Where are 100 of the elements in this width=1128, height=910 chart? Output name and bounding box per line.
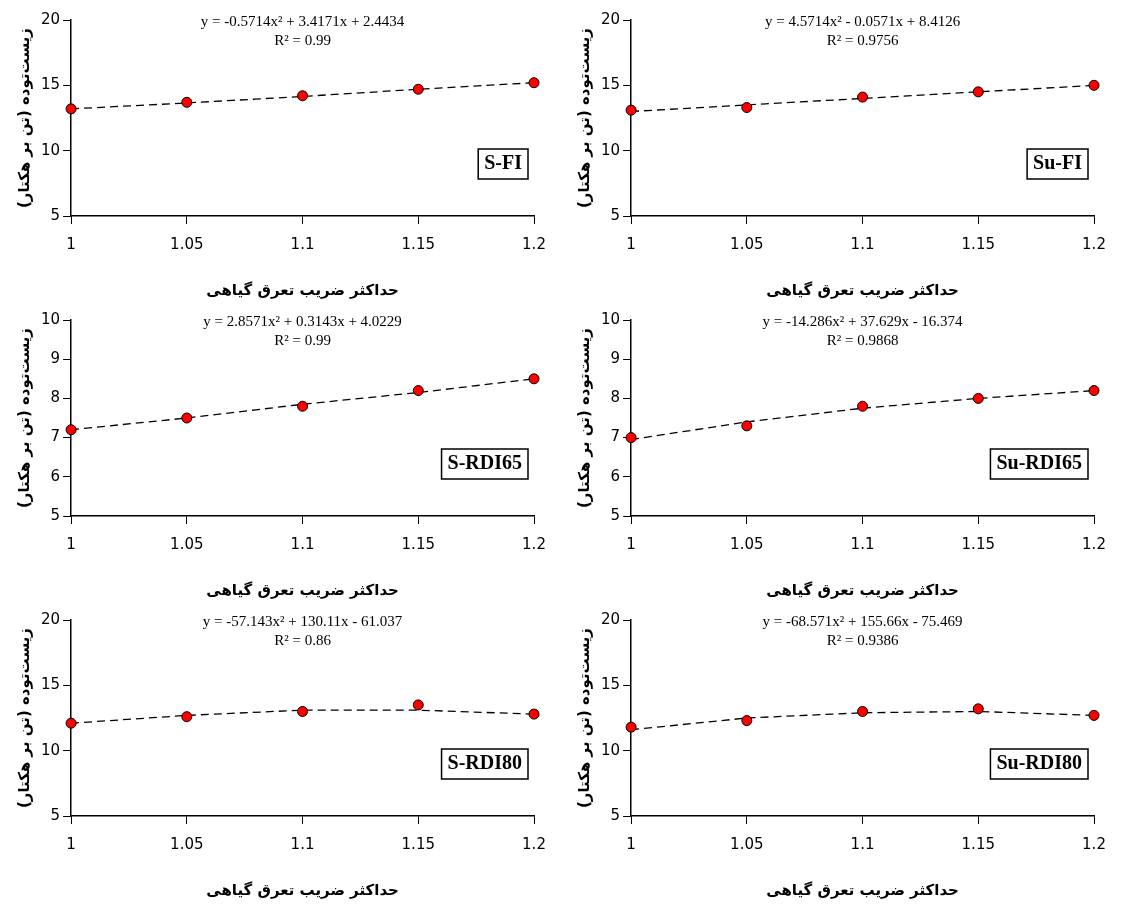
x-axis-title: حداکثر ضریب تعرق گیاهی (206, 280, 399, 299)
point (1088, 79, 1100, 91)
y-tick-label: 6 (50, 466, 61, 485)
y-axis-title: زیست‌توده (تن بر هکتار) (14, 328, 33, 508)
y-tick-label: 5 (610, 505, 621, 524)
y-tick-label: 15 (40, 75, 61, 94)
point (297, 400, 309, 412)
point (412, 699, 424, 711)
x-axis-title: حداکثر ضریب تعرق گیاهی (766, 280, 959, 299)
point (625, 432, 637, 444)
y-tick-label: 20 (40, 609, 61, 628)
y-axis-title: زیست‌توده (تن بر هکتار) (14, 28, 33, 208)
point (1088, 385, 1100, 397)
annotation: R² = 0.99 (274, 331, 331, 348)
x-tick-label: 1 (66, 834, 76, 853)
x-tick-label: 1.1 (850, 234, 875, 253)
x-axis-title: حداکثر ضریب تعرق گیاهی (206, 580, 399, 599)
x-tick-label: 1.15 (961, 234, 995, 253)
y-tick-label: 10 (40, 740, 61, 759)
point (65, 424, 77, 436)
y-tick-label: 7 (50, 427, 61, 446)
point (741, 102, 753, 114)
y-tick-label: 10 (40, 309, 61, 328)
y-tick-label: 9 (50, 349, 61, 368)
x-tick-label: 1.05 (730, 534, 764, 553)
annotation: y = -14.286x² + 37.629x - 16.374 (762, 312, 964, 329)
point (412, 83, 424, 95)
annotation: Su-RDI65 (996, 451, 1082, 474)
annotation: y = 2.8571x² + 0.3143x + 4.0229 (203, 312, 402, 329)
y-tick-label: 8 (610, 388, 621, 407)
x-tick-label: 1 (66, 234, 76, 253)
annotation: Su-FI (1033, 151, 1083, 174)
y-tick-label: 9 (610, 349, 621, 368)
x-tick-label: 1 (626, 234, 636, 253)
x-tick-label: 1.1 (290, 834, 315, 853)
x-tick-label: 1.05 (730, 234, 764, 253)
y-tick-label: 10 (600, 140, 621, 159)
y-tick-label: 15 (600, 675, 621, 694)
x-tick-label: 1.2 (1082, 834, 1106, 853)
annotation: y = 4.5714x² - 0.0571x + 8.4126 (764, 12, 961, 29)
annotation: R² = 0.9756 (826, 31, 899, 48)
point (297, 705, 309, 717)
x-tick-label: 1.05 (730, 834, 764, 853)
point (972, 703, 984, 715)
point (972, 392, 984, 404)
x-axis-title: حداکثر ضریب تعرق گیاهی (766, 580, 959, 599)
annotation: S-RDI65 (447, 451, 522, 474)
x-tick-label: 1.2 (522, 534, 546, 553)
y-tick-label: 15 (600, 75, 621, 94)
point (857, 91, 869, 103)
y-tick-label: 20 (600, 609, 621, 628)
x-tick-label: 1.05 (170, 234, 204, 253)
point (528, 708, 540, 720)
point (181, 96, 193, 108)
y-tick-label: 7 (610, 427, 621, 446)
annotation: R² = 0.9868 (826, 331, 899, 348)
x-tick-label: 1.15 (401, 234, 435, 253)
y-tick-label: 5 (50, 205, 61, 224)
x-tick-label: 1.1 (290, 534, 315, 553)
point (625, 721, 637, 733)
point (741, 420, 753, 432)
point (65, 717, 77, 729)
x-tick-label: 1.05 (170, 834, 204, 853)
x-tick-label: 1 (626, 834, 636, 853)
x-tick-label: 1.15 (401, 834, 435, 853)
y-axis-title: زیست‌توده (تن بر هکتار) (574, 28, 593, 208)
y-tick-label: 15 (40, 675, 61, 694)
y-tick-label: 5 (610, 805, 621, 824)
point (625, 104, 637, 116)
y-tick-label: 20 (40, 9, 61, 28)
point (857, 705, 869, 717)
x-tick-label: 1 (626, 534, 636, 553)
x-tick-label: 1.15 (961, 834, 995, 853)
y-tick-label: 5 (50, 805, 61, 824)
y-tick-label: 6 (610, 466, 621, 485)
point (741, 715, 753, 727)
y-tick-label: 5 (610, 205, 621, 224)
x-tick-label: 1 (66, 534, 76, 553)
x-tick-label: 1.1 (290, 234, 315, 253)
y-tick-label: 10 (600, 740, 621, 759)
annotation: y = -57.143x² + 130.11x - 61.037 (202, 612, 403, 629)
x-tick-label: 1.2 (522, 234, 546, 253)
point (297, 90, 309, 102)
point (181, 711, 193, 723)
x-tick-label: 1.1 (850, 534, 875, 553)
y-axis-title: زیست‌توده (تن بر هکتار) (574, 628, 593, 808)
y-tick-label: 5 (50, 505, 61, 524)
point (528, 373, 540, 385)
y-axis-title: زیست‌توده (تن بر هکتار) (14, 628, 33, 808)
annotation: y = -0.5714x² + 3.4171x + 2.4434 (200, 12, 405, 29)
point (412, 385, 424, 397)
x-axis-title: حداکثر ضریب تعرق گیاهی (206, 880, 399, 899)
x-tick-label: 1.15 (961, 534, 995, 553)
x-tick-label: 1.05 (170, 534, 204, 553)
x-tick-label: 1.2 (522, 834, 546, 853)
point (857, 400, 869, 412)
x-axis-title: حداکثر ضریب تعرق گیاهی (766, 880, 959, 899)
annotation: R² = 0.86 (274, 631, 332, 648)
annotation: S-FI (484, 151, 523, 174)
y-tick-label: 20 (600, 9, 621, 28)
